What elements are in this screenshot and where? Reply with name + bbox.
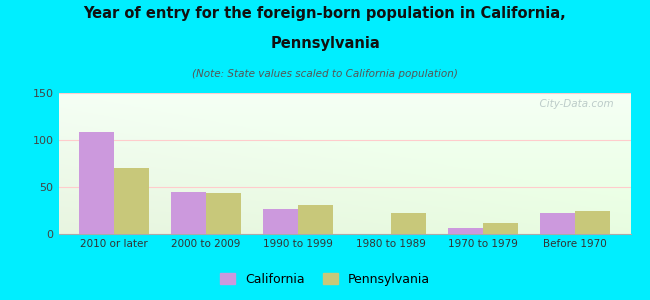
Bar	[575, 212, 610, 234]
Bar	[448, 228, 483, 234]
Text: City-Data.com: City-Data.com	[533, 99, 614, 109]
Text: Year of entry for the foreign-born population in California,: Year of entry for the foreign-born popul…	[84, 6, 566, 21]
Legend: California, Pennsylvania: California, Pennsylvania	[214, 268, 436, 291]
Bar	[171, 192, 206, 234]
Bar	[298, 205, 333, 234]
Bar	[483, 223, 518, 234]
Bar	[540, 213, 575, 234]
Bar	[206, 193, 241, 234]
Text: Pennsylvania: Pennsylvania	[270, 36, 380, 51]
Text: (Note: State values scaled to California population): (Note: State values scaled to California…	[192, 69, 458, 79]
Bar	[79, 133, 114, 234]
Bar	[263, 208, 298, 234]
Bar	[114, 168, 149, 234]
Bar	[391, 213, 426, 234]
